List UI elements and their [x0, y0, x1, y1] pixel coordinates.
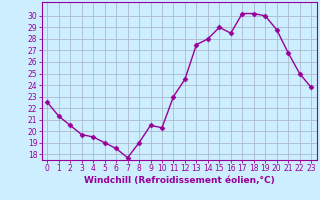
X-axis label: Windchill (Refroidissement éolien,°C): Windchill (Refroidissement éolien,°C) — [84, 176, 275, 185]
